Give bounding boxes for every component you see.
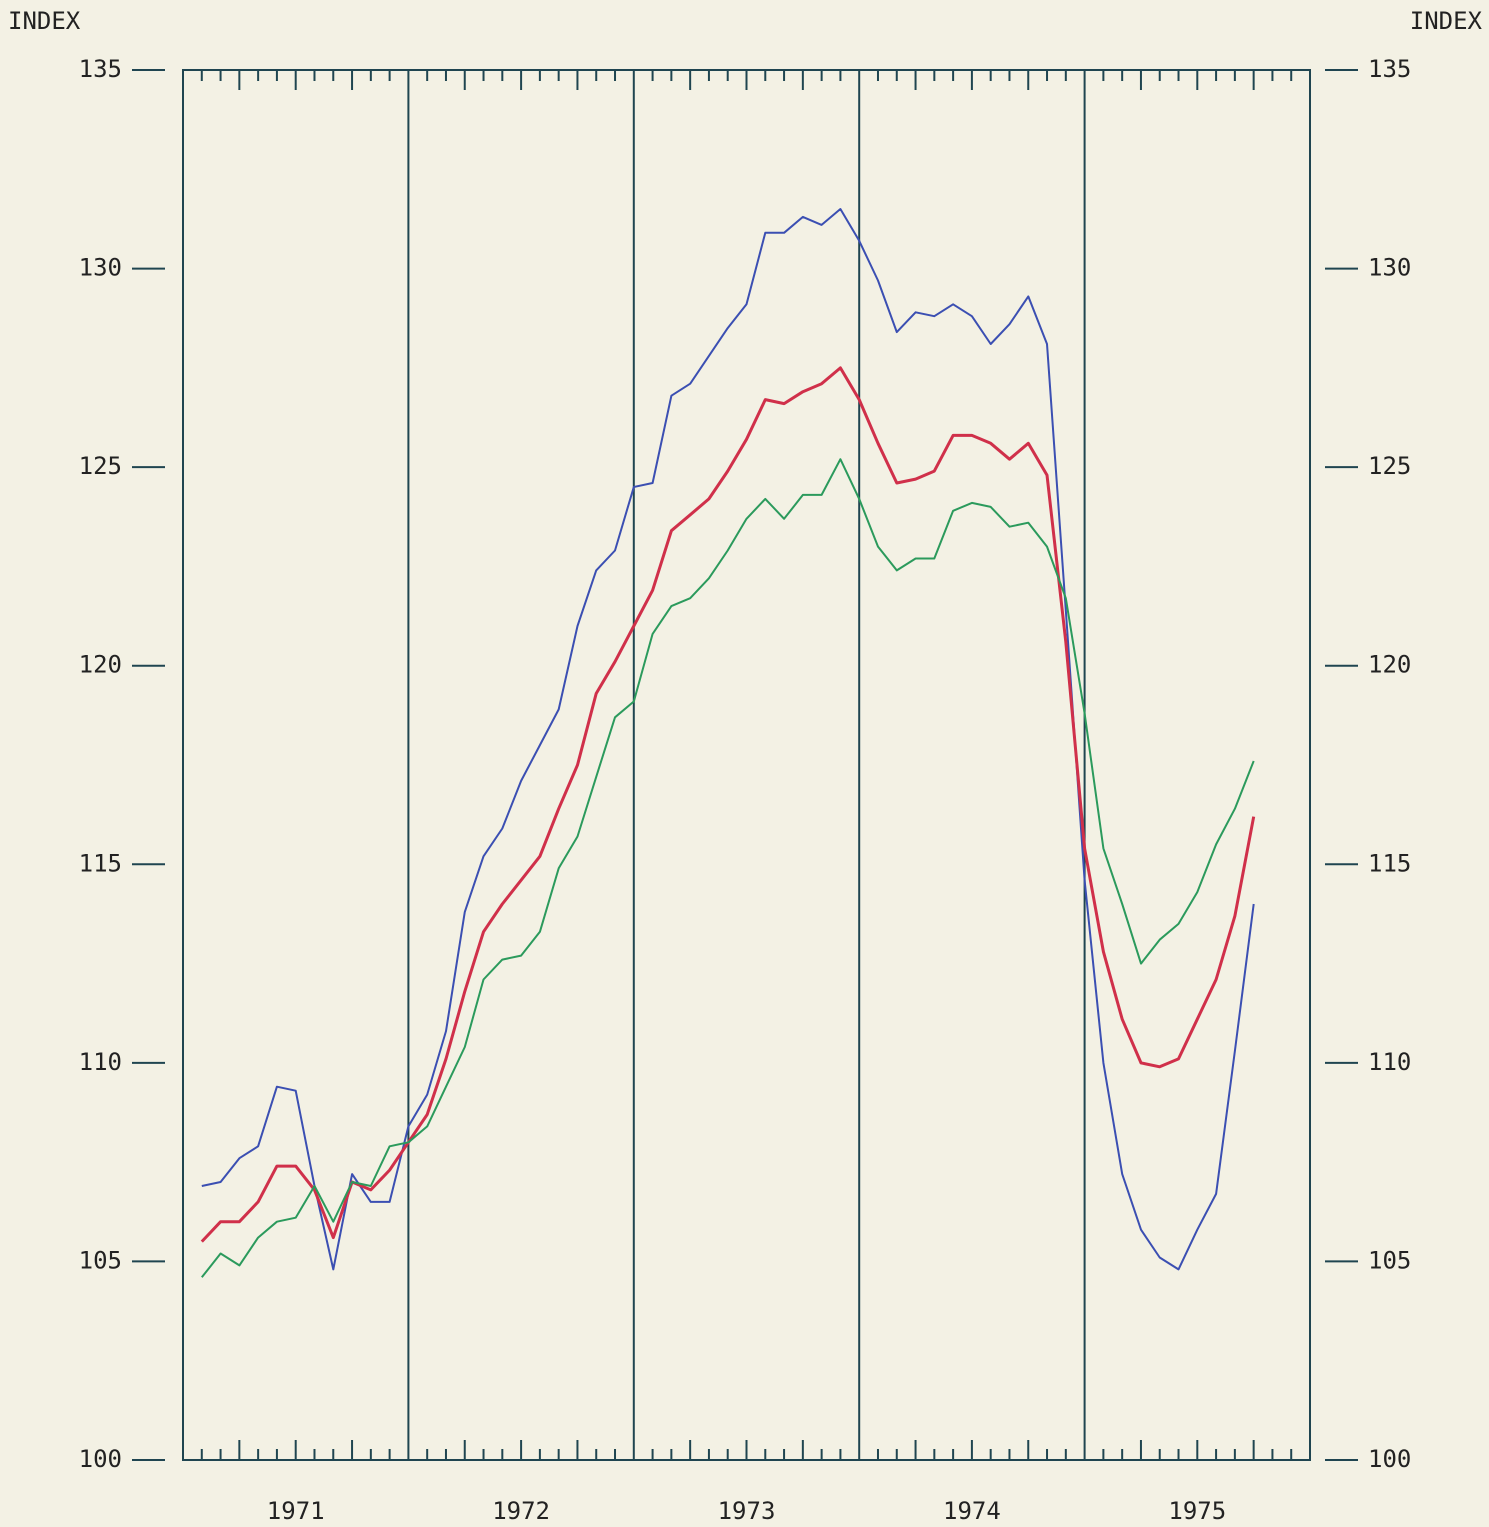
y-tick-label: 100 <box>79 1445 122 1473</box>
y-tick-label: 115 <box>79 849 122 877</box>
series-line <box>200 366 1256 1243</box>
y2-tick-label: 115 <box>1368 849 1411 877</box>
y-tick-label: 105 <box>79 1246 122 1274</box>
y2-tick-label: 105 <box>1368 1246 1411 1274</box>
y2-tick-label: 130 <box>1368 254 1411 282</box>
x-tick-label: 1974 <box>943 1497 1001 1525</box>
y-tick-label: 135 <box>79 55 122 83</box>
x-tick-label: 1971 <box>267 1497 325 1525</box>
y2-tick-label: 120 <box>1368 651 1411 679</box>
x-tick-label: 1972 <box>492 1497 550 1525</box>
y2-tick-label: 135 <box>1368 55 1411 83</box>
x-tick-label: 1973 <box>718 1497 776 1525</box>
y2-axis-label: INDEX <box>1410 7 1483 35</box>
y-tick-label: 110 <box>79 1048 122 1076</box>
y-tick-label: 125 <box>79 452 122 480</box>
series-line <box>201 458 1255 1278</box>
y2-tick-label: 100 <box>1368 1445 1411 1473</box>
x-tick-label: 1975 <box>1168 1497 1226 1525</box>
y-axis-label: INDEX <box>8 7 81 35</box>
plot-frame <box>182 69 1311 1461</box>
y2-tick-label: 110 <box>1368 1048 1411 1076</box>
y-tick-label: 130 <box>79 254 122 282</box>
y-tick-label: 120 <box>79 651 122 679</box>
series-line <box>201 208 1255 1271</box>
y2-tick-label: 125 <box>1368 452 1411 480</box>
